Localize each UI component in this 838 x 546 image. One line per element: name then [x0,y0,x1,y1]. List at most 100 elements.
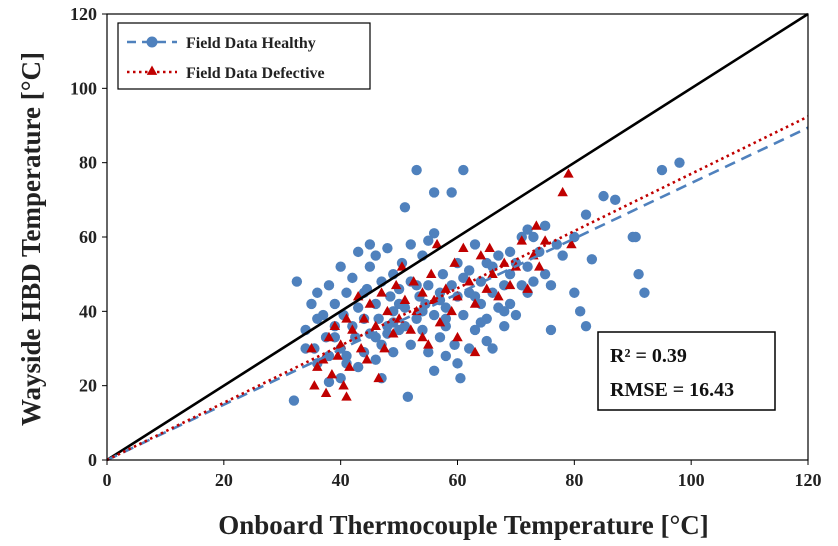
defective-point [475,250,487,260]
healthy-point [405,339,416,350]
defective-point [388,328,399,338]
healthy-point [545,324,557,336]
healthy-point [440,313,452,324]
healthy-point [656,164,668,176]
defective-point [504,279,516,290]
defective-point [405,324,416,334]
healthy-point [423,235,434,246]
y-tick-label: 0 [88,450,97,470]
healthy-point [288,395,300,406]
defective-point [364,298,376,308]
y-tick-label: 60 [79,227,97,247]
healthy-point [399,202,411,213]
defective-point [335,339,346,349]
healthy-point [388,347,399,358]
healthy-point [586,254,598,265]
x-tick-label: 120 [795,470,822,490]
healthy-point [440,302,452,313]
healthy-point [510,309,522,321]
healthy-point [452,358,463,369]
healthy-point [405,239,416,250]
defective-point [373,372,384,383]
healthy-point [463,343,475,354]
y-tick-label: 20 [79,376,97,396]
legend-item-healthy: Field Data Healthy [127,35,316,52]
defective-point [332,350,343,360]
healthy-point [469,239,481,250]
x-tick-label: 40 [332,470,350,490]
defective-point [390,279,402,290]
healthy-point [493,250,504,261]
healthy-point [463,265,475,276]
healthy-point [504,246,516,258]
defective-point [323,331,335,342]
healthy-point [499,306,510,317]
defective-point [452,290,463,301]
healthy-point [428,228,440,239]
healthy-point [481,335,492,347]
defective-point [358,313,370,323]
legend-label-defective: Field Data Defective [186,65,325,82]
healthy-point [411,313,422,324]
defective-point [463,276,475,286]
healthy-point [610,194,621,206]
healthy-point [385,291,396,302]
healthy-point [411,164,422,176]
defective-point [431,238,443,249]
healthy-point [323,376,335,388]
y-tick-label: 120 [70,4,97,24]
healthy-point [534,246,545,258]
defective-point [382,305,393,316]
healthy-point [423,347,434,358]
defective-point [320,387,332,397]
x-tick-label: 0 [103,470,112,490]
healthy-point [630,231,641,243]
defective-point [522,283,533,293]
legend-box [117,22,371,90]
defective-point [306,343,317,353]
legend-item-defective: Field Data Defective [127,65,325,82]
defective-point [408,276,419,286]
healthy-point [364,239,376,250]
healthy-point [312,287,323,298]
healthy-point [306,298,317,310]
defective-point [423,339,434,349]
healthy-point [423,280,434,291]
healthy-point [458,309,469,321]
defective-point [493,290,504,301]
x-tick-label: 80 [565,470,583,490]
healthy-point [352,361,364,373]
healthy-point [539,220,551,232]
healthy-point [504,298,516,310]
healthy-point [449,339,460,350]
legend-label-healthy: Field Data Healthy [186,35,316,52]
defective-point [452,331,463,342]
healthy-point [329,298,341,310]
healthy-point [557,250,568,261]
legend: Field Data Healthy Field Data Defective [117,22,371,90]
defective-point [440,283,452,293]
healthy-point [469,291,481,302]
defective-point [484,242,495,252]
x-axis-title: Onboard Thermocouple Temperature [°C] [218,510,709,540]
defective-point [417,331,428,342]
healthy-point [291,276,303,287]
rmse-label: RMSE = 16.43 [610,379,734,401]
healthy-point [539,268,551,280]
healthy-point [312,313,323,324]
defective-point [347,324,358,334]
defective-point [329,320,341,331]
healthy-point [428,309,440,321]
defective-point [487,268,498,279]
reference-line [106,12,809,462]
defective-point [326,369,338,379]
y-tick-label: 40 [79,301,97,321]
defective-point [399,294,411,305]
healthy-point [633,268,644,280]
healthy-point [446,280,457,291]
defective-point [338,380,349,390]
defective-point [434,316,446,327]
defective-point [396,261,408,271]
defective-point [557,186,568,197]
